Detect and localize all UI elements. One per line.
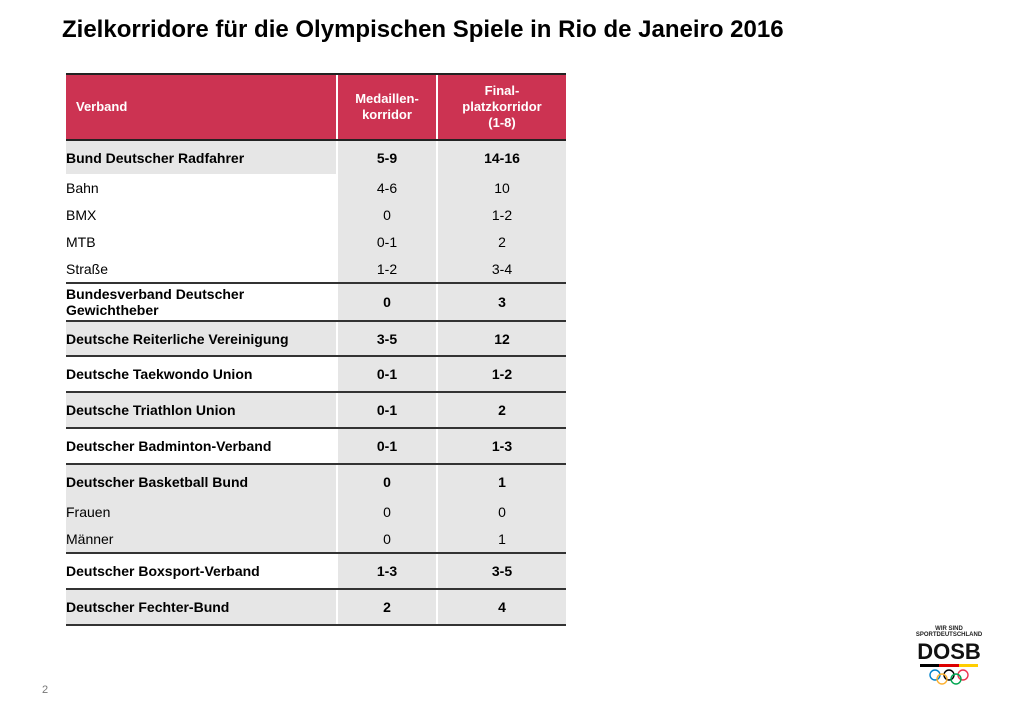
logo-tagline-line2: SPORTDEUTSCHLAND <box>915 632 983 638</box>
header-final-line3: (1-8) <box>488 115 516 130</box>
row-name: Deutscher Badminton-Verband <box>66 428 337 465</box>
row-final: 2 <box>436 228 566 255</box>
header-medaillen-line1: Medaillen- <box>355 91 419 106</box>
row-final: 3-4 <box>436 255 566 284</box>
table-row: Deutsche Reiterliche Vereinigung 3-5 12 <box>66 321 566 357</box>
table-row: Bahn 4-6 10 <box>66 174 566 201</box>
table-row: Deutscher Badminton-Verband 0-1 1-3 <box>66 428 566 465</box>
row-medaillen: 0 <box>336 525 437 554</box>
header-final-line1: Final- <box>484 83 520 98</box>
row-final: 1-2 <box>436 201 566 228</box>
table-row: Bundesverband Deutscher Gewichtheber 0 3 <box>66 283 566 322</box>
dosb-logo: WIR SIND SPORTDEUTSCHLAND DOSB <box>914 626 984 696</box>
row-name: Männer <box>66 525 337 554</box>
row-final: 14-16 <box>436 140 566 174</box>
row-medaillen: 0 <box>336 201 437 228</box>
header-final-line2: platzkorridor <box>462 99 542 114</box>
row-medaillen: 2 <box>336 589 437 626</box>
row-final: 1-2 <box>436 356 566 393</box>
row-medaillen: 5-9 <box>336 140 437 174</box>
table-row: Deutsche Taekwondo Union 0-1 1-2 <box>66 356 566 393</box>
logo-wordmark: DOSB <box>917 639 981 664</box>
row-final: 4 <box>436 589 566 626</box>
row-final: 1 <box>436 525 566 554</box>
row-final: 1 <box>436 464 566 498</box>
row-name-line1: Bundesverband Deutscher <box>66 286 245 302</box>
header-medaillenkorridor: Medaillen- korridor <box>336 73 437 141</box>
row-name: Bahn <box>66 179 99 196</box>
german-flag-stripe <box>920 664 978 667</box>
olympic-rings-icon <box>929 669 969 685</box>
row-final: 3-5 <box>436 553 566 590</box>
header-medaillen-line2: korridor <box>362 107 412 122</box>
table-row: Bund Deutscher Radfahrer 5-9 14-16 <box>66 140 566 174</box>
logo-tagline: WIR SIND SPORTDEUTSCHLAND <box>914 626 984 638</box>
row-name: Frauen <box>66 498 337 525</box>
table-row: BMX 0 1-2 <box>66 201 566 228</box>
row-medaillen: 1-3 <box>336 553 437 590</box>
row-final: 2 <box>436 392 566 429</box>
row-medaillen: 0 <box>336 464 437 498</box>
row-name: Deutscher Boxsport-Verband <box>66 553 337 590</box>
row-name: Bundesverband Deutscher Gewichtheber <box>66 283 337 322</box>
row-name: MTB <box>66 233 96 250</box>
row-medaillen: 0-1 <box>336 356 437 393</box>
row-medaillen: 0 <box>336 498 437 525</box>
row-final: 3 <box>436 283 566 322</box>
row-name: Deutscher Fechter-Bund <box>66 589 337 626</box>
table-row: Deutscher Fechter-Bund 2 4 <box>66 589 566 626</box>
row-name: Bund Deutscher Radfahrer <box>66 140 337 174</box>
row-name: Deutsche Triathlon Union <box>66 392 337 429</box>
table-row: MTB 0-1 2 <box>66 228 566 255</box>
row-medaillen: 0 <box>336 283 437 322</box>
row-final: 12 <box>436 321 566 357</box>
table-row: Deutscher Basketball Bund 0 1 <box>66 464 566 498</box>
row-medaillen: 1-2 <box>336 255 437 284</box>
table-row: Straße 1-2 3-4 <box>66 255 566 284</box>
header-verband: Verband <box>66 73 337 141</box>
row-medaillen: 0-1 <box>336 228 437 255</box>
table-header-row: Verband Medaillen- korridor Final- platz… <box>66 73 566 141</box>
row-medaillen: 4-6 <box>336 174 437 201</box>
row-final: 1-3 <box>436 428 566 465</box>
table-row: Männer 0 1 <box>66 525 566 554</box>
row-medaillen: 0-1 <box>336 392 437 429</box>
row-name: Straße <box>66 255 337 284</box>
table-row: Deutscher Boxsport-Verband 1-3 3-5 <box>66 553 566 590</box>
table-row: Frauen 0 0 <box>66 498 566 525</box>
table-row: Deutsche Triathlon Union 0-1 2 <box>66 392 566 429</box>
row-name-line2: Gewichtheber <box>66 302 159 318</box>
row-medaillen: 3-5 <box>336 321 437 357</box>
target-corridor-table: Verband Medaillen- korridor Final- platz… <box>66 73 566 626</box>
header-finalplatzkorridor: Final- platzkorridor (1-8) <box>436 73 566 141</box>
row-name: Deutscher Basketball Bund <box>66 464 337 498</box>
row-name: Deutsche Reiterliche Vereinigung <box>66 321 337 357</box>
row-name: BMX <box>66 206 97 223</box>
row-medaillen: 0-1 <box>336 428 437 465</box>
row-name: Deutsche Taekwondo Union <box>66 356 337 393</box>
page-title: Zielkorridore für die Olympischen Spiele… <box>62 16 784 43</box>
row-final: 10 <box>436 174 566 201</box>
logo-tagline-line1: WIR SIND <box>935 626 963 632</box>
row-final: 0 <box>436 498 566 525</box>
page-number: 2 <box>42 684 49 696</box>
